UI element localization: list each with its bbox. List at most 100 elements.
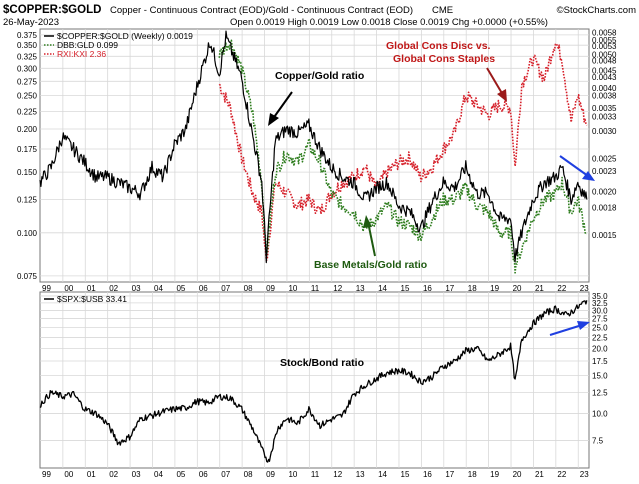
top-x-tick-01: 01 [87, 284, 96, 293]
top-right-tick-0.0015: 0.0015 [592, 231, 617, 240]
symbol-description: Copper - Continuous Contract (EOD)/Gold … [110, 5, 413, 16]
bottom-right-axis: 35.032.530.027.525.022.5 20.0 17.5 15.0 12.5… [592, 292, 608, 446]
bot-x-tick-02: 02 [109, 470, 118, 479]
bot-x-tick-16: 16 [423, 470, 432, 479]
brand-label: ©StockCharts.com [557, 5, 636, 16]
arrow-base-metals [363, 215, 376, 257]
bot-right-tick-20.0: 20.0 [592, 344, 608, 353]
bot-x-tick-14: 14 [378, 470, 387, 479]
top-x-tick-04: 04 [154, 284, 163, 293]
bot-x-tick-11: 11 [311, 470, 320, 479]
top-x-tick-09: 09 [266, 284, 275, 293]
top-right-axis: 0.00580.00550.00530.00500.00480.00450.00… [592, 28, 617, 240]
top-right-tick-0.0055: 0.0055 [592, 36, 617, 45]
bot-right-tick-32.5: 32.5 [592, 299, 608, 308]
bot-x-tick-05: 05 [176, 470, 185, 479]
bot-x-tick-08: 08 [244, 470, 253, 479]
bot-right-tick-25.0: 25.0 [592, 324, 608, 333]
bot-right-tick-35.0: 35.0 [592, 292, 608, 301]
top-x-tick-13: 13 [356, 284, 365, 293]
top-x-tick-10: 10 [288, 284, 297, 293]
top-x-tick-02: 02 [109, 284, 118, 293]
legend-rxi-kxi: RXI:KXI 2.36 [57, 49, 106, 59]
top-x-tick-16: 16 [423, 284, 432, 293]
top-x-tick-99: 99 [42, 284, 51, 293]
arrow-cons-disc-head [497, 89, 507, 102]
bottom-grid [40, 292, 589, 468]
annotation-cons-disc: Global Cons Disc vs. [386, 40, 491, 52]
top-x-tick-17: 17 [445, 284, 454, 293]
top-left-tick-0.075: 0.075 [17, 272, 38, 281]
bot-x-tick-10: 10 [288, 470, 297, 479]
arrow-blue-bottom-head [577, 321, 590, 330]
top-x-tick-05: 05 [176, 284, 185, 293]
top-x-tick-20: 20 [513, 284, 522, 293]
top-x-tick-06: 06 [199, 284, 208, 293]
arrow-blue-top-head [582, 171, 595, 181]
bot-x-tick-21: 21 [535, 470, 544, 479]
top-series-group [39, 30, 588, 274]
top-x-tick-23: 23 [580, 284, 589, 293]
top-x-tick-00: 00 [64, 284, 73, 293]
top-left-tick-0.175: 0.175 [17, 145, 38, 154]
bot-x-tick-13: 13 [356, 470, 365, 479]
top-right-tick-0.0043: 0.0043 [592, 73, 617, 82]
top-right-tick-0.0025: 0.0025 [592, 154, 617, 163]
bot-x-tick-20: 20 [513, 470, 522, 479]
legend-dbb-gld: DBB:GLD 0.099 [57, 40, 118, 50]
bot-x-tick-99: 99 [42, 470, 51, 479]
bottom-panel-frame [39, 291, 590, 469]
series-rxi-kxi-line [218, 42, 588, 262]
arrow-blue-top [559, 155, 595, 181]
arrow-blue-bottom [549, 321, 590, 336]
exchange-label: CME [432, 5, 453, 16]
top-x-tick-07: 07 [221, 284, 230, 293]
top-right-tick-0.0035: 0.0035 [592, 104, 617, 113]
bot-right-tick-12.5: 12.5 [592, 389, 608, 398]
arrow-blue-top-shaft [559, 155, 589, 177]
top-left-tick-0.125: 0.125 [17, 195, 38, 204]
bot-right-tick-30.0: 30.0 [592, 306, 608, 315]
top-left-tick-0.350: 0.350 [17, 41, 38, 50]
date-label: 26-May-2023 [3, 17, 59, 28]
top-right-tick-0.0033: 0.0033 [592, 113, 617, 122]
top-x-tick-14: 14 [378, 284, 387, 293]
top-left-tick-0.375: 0.375 [17, 31, 38, 40]
top-x-tick-22: 22 [557, 284, 566, 293]
bot-x-tick-17: 17 [445, 470, 454, 479]
top-right-tick-0.0023: 0.0023 [592, 167, 617, 176]
arrow-base-metals-head [363, 215, 372, 228]
bot-x-tick-03: 03 [132, 470, 141, 479]
annotation-base-metals-gold: Base Metals/Gold ratio [314, 259, 427, 271]
top-left-tick-0.225: 0.225 [17, 107, 38, 116]
top-x-tick-08: 08 [244, 284, 253, 293]
bot-x-tick-18: 18 [468, 470, 477, 479]
symbol-title: $COPPER:$GOLD [3, 4, 101, 16]
top-right-tick-0.0053: 0.0053 [592, 42, 617, 51]
legend-copper-gold: $COPPER:$GOLD (Weekly) 0.0019 [57, 31, 193, 41]
arrow-cons-disc [486, 67, 507, 102]
bottom-x-axis: 99 00 01 02 03 04 05 06 07 08 09 10 11 12 13 14 15 16 17 18… [42, 470, 589, 479]
top-panel-frame [39, 28, 590, 283]
top-right-tick-0.0020: 0.0020 [592, 188, 617, 197]
top-x-tick-12: 12 [333, 284, 342, 293]
top-right-tick-0.0038: 0.0038 [592, 92, 617, 101]
bot-x-tick-04: 04 [154, 470, 163, 479]
chart-header: $COPPER:$GOLD Copper - Continuous Contra… [3, 4, 636, 28]
bot-x-tick-19: 19 [490, 470, 499, 479]
top-left-tick-0.200: 0.200 [17, 125, 38, 134]
bot-right-tick-15.0: 15.0 [592, 371, 608, 380]
top-legend: $COPPER:$GOLD (Weekly) 0.0019 DBB:GLD 0.… [44, 31, 193, 59]
annotation-copper-gold: Copper/Gold ratio [275, 70, 364, 82]
top-x-tick-19: 19 [490, 284, 499, 293]
series-spx-usb-line [39, 300, 588, 463]
arrow-base-metals-shaft [367, 221, 376, 257]
top-right-tick-0.0040: 0.0040 [592, 84, 617, 93]
ohlc-readout: Open 0.0019 High 0.0019 Low 0.0018 Close… [230, 17, 548, 28]
bot-x-tick-01: 01 [87, 470, 96, 479]
top-right-tick-0.0045: 0.0045 [592, 66, 617, 75]
annotation-cons-staples: Global Cons Staples [393, 53, 495, 65]
top-right-tick-0.0018: 0.0018 [592, 203, 617, 212]
